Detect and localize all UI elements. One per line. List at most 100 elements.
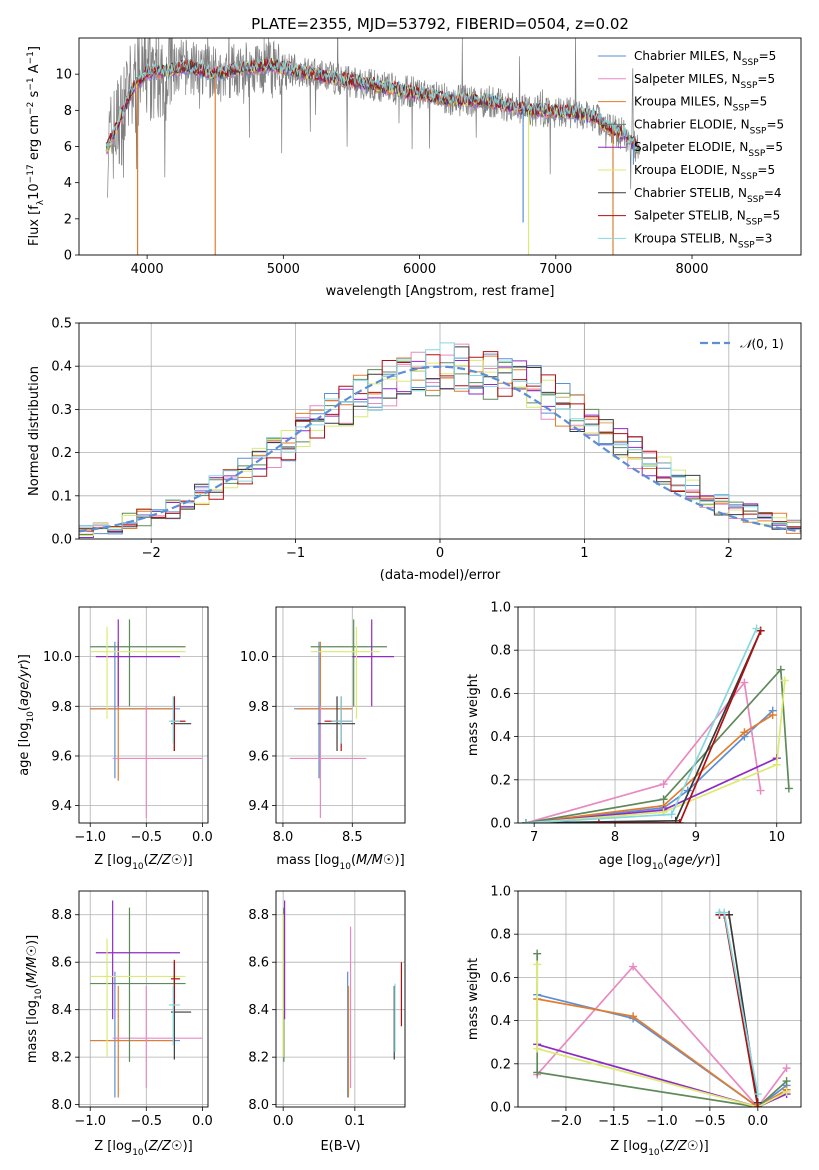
x-tick-label: −0.5 (694, 1114, 726, 1129)
series-marker-salpeter-stelib (594, 819, 603, 823)
x-tick-label: −1.0 (74, 1114, 106, 1129)
x-tick-label: 9 (692, 830, 700, 845)
series-marker-kroupa-miles (629, 1012, 638, 1021)
y-tick-label: 9.4 (248, 799, 269, 814)
series-line-chabrier-miles (526, 710, 774, 823)
series-marker-kroupa-miles (768, 711, 777, 719)
x-tick-label: 1 (580, 546, 588, 561)
series-line-kroupa-miles (537, 998, 788, 1107)
x-axis-label: (data-model)/error (380, 568, 501, 583)
series-line-salpeter-miles (536, 965, 788, 1107)
y-tick-label: 0.0 (490, 817, 511, 832)
mass-vs-extinction-panel: 0.0 0.1 8.0 8.2 8.4 8.6 8.8 E(B-V) (248, 890, 406, 1154)
series-marker-kroupa-stelib (720, 908, 729, 917)
series-marker-kroupa-elodie (772, 760, 781, 769)
legend-label: Salpeter MILES, NSSP=5 (634, 72, 775, 91)
axes-frame (517, 890, 802, 1108)
legend-label: Chabrier STELIB, NSSP=4 (634, 186, 782, 205)
axes-frame (78, 890, 209, 1108)
plot-area (90, 900, 203, 1098)
x-tick-label: 0.1 (344, 1114, 365, 1129)
series-marker-kroupa-elodie (780, 676, 789, 685)
y-tick-label: 0 (64, 249, 72, 264)
plot-area (289, 619, 394, 819)
legend-label: Chabrier ELODIE, NSSP=5 (634, 117, 784, 136)
series-marker-salpeter-stelib (756, 626, 765, 635)
x-tick-label: 8.5 (342, 830, 363, 845)
x-axis-label: Z [log10(Z/Z☉)] (94, 1139, 192, 1158)
series-marker-chabrier-elodie (776, 665, 785, 674)
x-tick-label: −0.5 (131, 1114, 163, 1129)
series-line-kroupa-elodie (526, 680, 786, 823)
y-tick-label: 9.8 (248, 700, 269, 715)
series-line-salpeter-miles (525, 680, 762, 823)
y-tick-label: 8.8 (248, 908, 269, 923)
y-tick-label: 0.5 (51, 317, 72, 332)
mass-weight-vs-metallicity-panel: −2.0 −1.5 −1.0 −0.5 0.0 0.0 0.2 0.4 0.6 0.8 1.0 Z [… (466, 885, 802, 1158)
legend: Chabrier MILES, NSSP=5 Salpeter MILES, NS… (598, 49, 784, 250)
age-vs-mass-panel: 8.0 8.5 9.4 9.6 9.8 10.0 mass [log10(M/M☉)] (240, 606, 406, 872)
y-tick-label: 0.0 (490, 1101, 511, 1116)
y-tick-label: 8.8 (51, 908, 72, 923)
y-tick-label: 0.4 (51, 360, 72, 375)
y-tick-label: 4 (64, 176, 72, 191)
y-axis-label: Flux [fλ10−17 erg cm−2 s−1 A−1] (26, 46, 46, 246)
axes-frame (517, 606, 802, 824)
x-tick-label: −1.0 (74, 830, 106, 845)
x-axis-label: Z [log10(Z/Z☉)] (94, 853, 192, 872)
series-marker-salpeter-miles (629, 962, 638, 971)
legend-label: Kroupa STELIB, NSSP=3 (634, 231, 772, 250)
histogram-step-chabrier-stelib (79, 346, 801, 539)
x-tick-label: 8 (611, 830, 619, 845)
series-marker-kroupa-elodie (533, 960, 542, 969)
y-tick-label: 2 (64, 212, 72, 227)
age-vs-metallicity-panel: −1.0 −0.5 0.0 9.4 9.6 9.8 10.0 Z [log10(Z/Z☉)] a… (17, 606, 213, 872)
x-tick-label: 0 (436, 546, 444, 561)
x-tick-label: −1.0 (646, 1114, 678, 1129)
x-tick-label: 4000 (131, 262, 164, 277)
y-tick-label: 0.0 (51, 533, 72, 548)
y-axis-label: mass weight (466, 674, 481, 756)
series-marker-chabrier-elodie (659, 795, 668, 804)
series-marker-kroupa-stelib (667, 810, 676, 819)
x-axis-label: age [log10(age/yr)] (599, 853, 721, 872)
legend-label: Kroupa ELODIE, NSSP=5 (634, 163, 775, 182)
axes-frame (78, 322, 802, 540)
series-marker-kroupa-miles (740, 728, 749, 737)
y-tick-label: 9.8 (51, 700, 72, 715)
y-tick-label: 9.4 (51, 799, 72, 814)
y-tick-label: 9.6 (51, 749, 72, 764)
normal-curve (79, 365, 801, 533)
y-tick-label: 10.0 (43, 650, 72, 665)
series-marker-chabrier-stelib (671, 816, 680, 823)
x-tick-label: 0.0 (192, 830, 213, 845)
series-marker-chabrier-elodie (782, 1077, 791, 1086)
x-axis-label: Z [log10(Z/Z☉)] (610, 1139, 708, 1158)
x-axis-label: mass [log10(M/M☉)] (276, 853, 404, 872)
mass-weight-vs-age-panel: 7 8 9 10 0.0 0.2 0.4 0.6 0.8 1.0 age [log10(age/yr… (466, 601, 802, 872)
series-marker-kroupa-elodie (782, 1087, 791, 1096)
y-axis-label: mass weight (466, 958, 481, 1040)
axes-frame (275, 890, 406, 1108)
y-tick-label: 9.6 (248, 749, 269, 764)
y-tick-label: 0.1 (51, 489, 72, 504)
axes-frame (275, 606, 406, 824)
y-tick-label: 10 (55, 68, 72, 83)
y-tick-label: 0.3 (51, 403, 72, 418)
y-tick-label: 0.8 (490, 644, 511, 659)
series-marker-kroupa-stelib (753, 1090, 762, 1099)
x-tick-label: 10 (768, 830, 785, 845)
series-line-kroupa-elodie (536, 964, 787, 1107)
plot-area (282, 900, 403, 1098)
plot-area (79, 342, 801, 539)
y-axis-label: mass [log10(M/M☉)] (25, 935, 44, 1063)
series-marker-kroupa-elodie (533, 1044, 542, 1053)
y-tick-label: 8 (64, 104, 72, 119)
legend-label: Chabrier MILES, NSSP=5 (634, 49, 776, 68)
y-axis-label: Normed distribution (27, 366, 42, 496)
series-marker-salpeter-miles (659, 780, 668, 789)
y-tick-label: 8.4 (248, 1003, 269, 1018)
legend-label: Kroupa MILES, NSSP=5 (634, 95, 767, 114)
legend: 𝒩(0, 1) (700, 337, 784, 351)
